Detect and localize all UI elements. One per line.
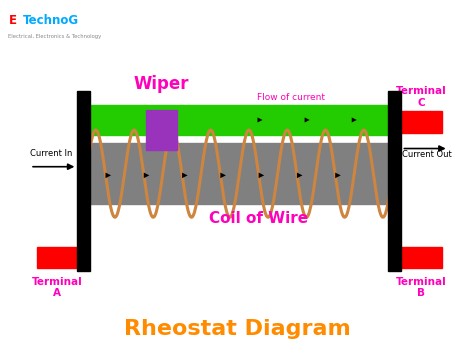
Text: Rheostat Diagram: Rheostat Diagram — [124, 319, 350, 339]
Bar — [84, 105, 395, 135]
Text: Current Out: Current Out — [402, 150, 452, 159]
Text: E: E — [9, 14, 17, 27]
Text: Flow of current: Flow of current — [257, 93, 325, 102]
Text: Wiper: Wiper — [134, 75, 189, 93]
Bar — [401, 111, 441, 133]
Text: Coil of Wire: Coil of Wire — [209, 211, 308, 226]
Bar — [388, 91, 401, 272]
Text: TechnoG: TechnoG — [23, 14, 79, 27]
Bar — [84, 143, 395, 204]
Text: Terminal
B: Terminal B — [396, 277, 447, 298]
Text: ETechnoG: ETechnoG — [327, 181, 371, 190]
Text: Current In: Current In — [30, 149, 73, 158]
Bar — [146, 110, 177, 150]
Bar — [37, 246, 77, 268]
Bar — [77, 91, 91, 272]
Text: Terminal
C: Terminal C — [396, 87, 447, 108]
Bar — [401, 246, 441, 268]
Text: Terminal
A: Terminal A — [32, 277, 82, 298]
Text: Electrical, Electronics & Technology: Electrical, Electronics & Technology — [9, 34, 102, 39]
